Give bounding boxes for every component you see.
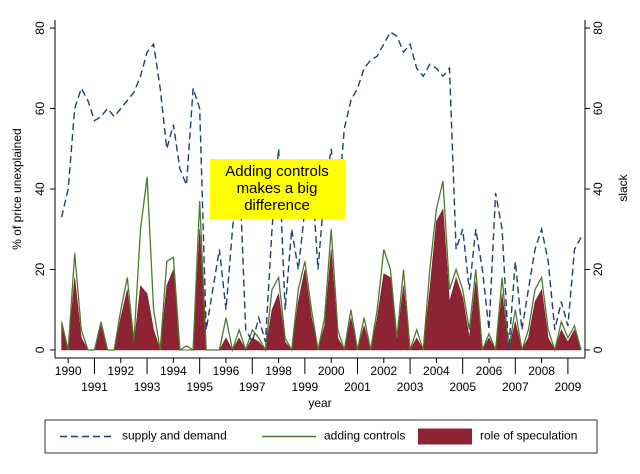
annotation-text: Adding controls (225, 163, 328, 180)
y-tick-label: 20 (33, 262, 47, 276)
x-tick-label: 1993 (134, 380, 161, 394)
legend-label: adding controls (324, 429, 405, 443)
legend-label: role of speculation (480, 429, 577, 443)
annotation-text: difference (244, 197, 310, 214)
y2-tick-label: 0 (591, 346, 605, 353)
y-tick-label: 80 (33, 21, 47, 35)
x-tick-label: 2003 (397, 380, 424, 394)
annotation-text: makes a big (237, 180, 318, 197)
x-tick-label: 2009 (555, 380, 582, 394)
y-tick-label: 60 (33, 102, 47, 116)
line-series (60, 31, 582, 351)
x-tick-label: 2007 (502, 380, 529, 394)
y2-tick-label: 80 (591, 21, 605, 35)
line-series (60, 176, 582, 353)
area-series (61, 208, 582, 351)
x-tick-label: 1995 (186, 380, 213, 394)
annotation-box (210, 159, 345, 219)
x-tick-label: 2001 (344, 380, 371, 394)
x-tick-label: 1996 (213, 364, 240, 378)
x-tick-label: 2006 (476, 364, 503, 378)
y-axis-title: % of price unexplained (10, 128, 24, 249)
x-tick-label: 1998 (265, 364, 292, 378)
y2-axis-title: slack (616, 173, 630, 201)
y2-tick-label: 20 (591, 262, 605, 276)
y2-tick-label: 40 (591, 182, 605, 196)
x-tick-label: 1999 (292, 380, 319, 394)
legend-label: supply and demand (122, 429, 227, 443)
x-axis-title: year (308, 396, 331, 410)
y-tick-label: 0 (33, 346, 47, 353)
x-tick-label: 1997 (239, 380, 266, 394)
x-tick-label: 1991 (81, 380, 108, 394)
y2-tick-label: 60 (591, 102, 605, 116)
y-tick-label: 40 (33, 182, 47, 196)
x-tick-label: 1992 (107, 364, 134, 378)
x-tick-label: 1994 (160, 364, 187, 378)
x-tick-label: 2004 (423, 364, 450, 378)
legend-swatch (418, 428, 472, 445)
x-tick-label: 2005 (449, 380, 476, 394)
x-tick-label: 1990 (55, 364, 82, 378)
x-tick-label: 2008 (528, 364, 555, 378)
legend-box (44, 419, 598, 454)
x-tick-label: 2002 (370, 364, 397, 378)
x-tick-label: 2000 (318, 364, 345, 378)
